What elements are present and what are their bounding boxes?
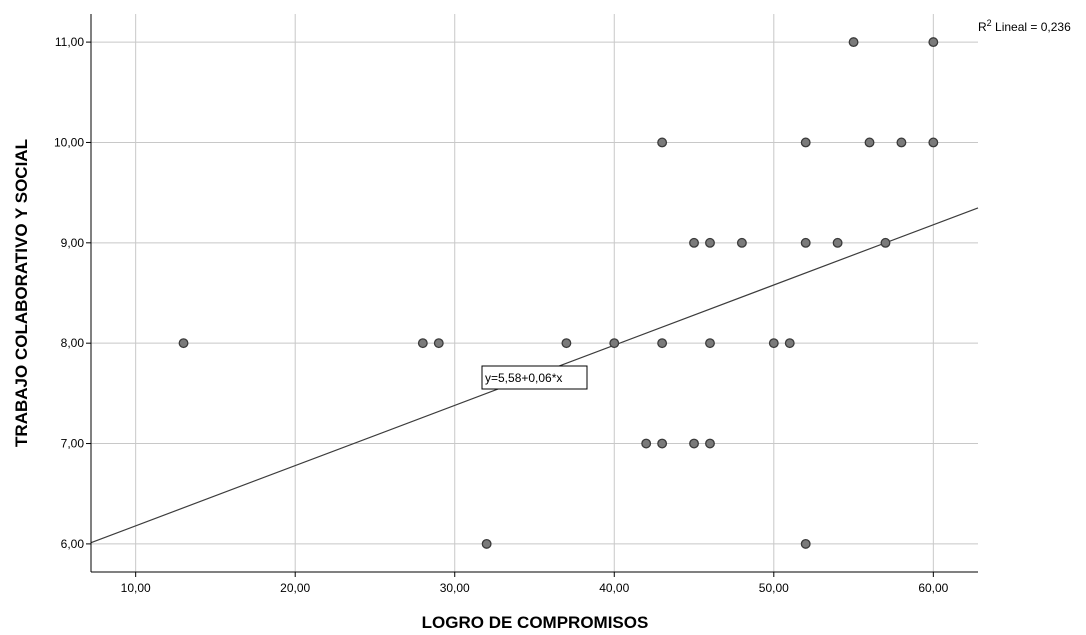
data-point [705,237,715,248]
y-tick-label: 9,00 [61,236,85,250]
data-point [928,37,939,48]
data-point [561,338,572,349]
y-tick-label: 10,00 [54,135,84,149]
y-tick-label: 11,00 [55,35,84,49]
data-point [178,338,189,349]
axes [90,14,978,573]
data-point [657,438,668,449]
x-tick-label: 20,00 [280,581,310,595]
data-points [178,37,939,549]
x-tick-label: 30,00 [440,581,470,595]
data-point [689,237,699,248]
y-tick-label: 7,00 [61,437,85,451]
fit-equation-label: y=5,58+0,06*x [481,365,588,390]
data-point [880,237,891,248]
data-point [705,338,715,349]
data-point [481,538,492,549]
fit-equation-text: y=5,58+0,06*x [485,371,562,385]
data-point [705,438,715,449]
y-axis-title: TRABAJO COLABORATIVO Y SOCIAL [12,139,31,447]
data-point [689,438,699,449]
y-tick-label: 8,00 [61,336,85,350]
data-point [784,338,795,349]
data-point [864,137,875,148]
x-tick-label: 60,00 [918,581,948,595]
data-point [433,338,444,349]
data-point [928,137,939,148]
data-point [800,237,811,248]
y-tick-label: 6,00 [61,537,85,551]
data-point [896,137,907,148]
data-point [417,338,428,349]
data-point [657,137,668,148]
data-point [848,37,859,48]
data-point [832,237,843,248]
data-point [609,338,620,349]
x-tick-label: 50,00 [759,581,789,595]
x-tick-label: 40,00 [599,581,629,595]
r-squared-label: R2 Lineal = 0,236 [978,18,1071,34]
data-point [800,137,811,148]
fit-equation-box [481,365,588,390]
grid [91,14,978,572]
data-point [800,538,811,549]
tick-labels: 10,00 20,00 30,00 40,00 50,00 60,00 6,00 7,00 8,… [54,35,949,595]
x-axis-title: LOGRO DE COMPROMISOS [422,613,649,632]
data-point [657,338,668,349]
x-tick-label: 10,00 [121,581,151,595]
data-point [641,438,652,449]
data-point [768,338,779,349]
data-point [736,237,747,248]
